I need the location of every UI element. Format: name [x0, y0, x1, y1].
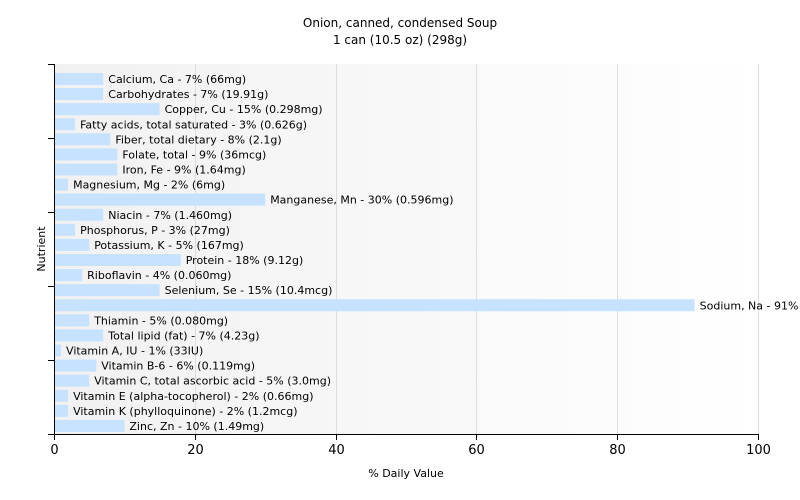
bar: [55, 73, 104, 85]
bar-label: Protein - 18% (9.12g): [186, 254, 304, 267]
bar-label: Riboflavin - 4% (0.060mg): [87, 269, 231, 282]
bar-label: Vitamin B-6 - 6% (0.119mg): [101, 360, 255, 373]
bar-label: Vitamin C, total ascorbic acid - 5% (3.0…: [94, 375, 331, 388]
bar: [55, 133, 111, 146]
x-tick-label: 40: [328, 443, 345, 458]
bars: [55, 73, 695, 432]
bar: [55, 254, 181, 266]
bar-label: Folate, total - 9% (36mcg): [122, 148, 266, 161]
bar-label: Potassium, K - 5% (167mg): [94, 239, 244, 252]
bar: [55, 163, 118, 176]
bar: [55, 103, 160, 116]
bar: [55, 193, 266, 206]
bar: [55, 329, 104, 342]
x-tick-label: 20: [187, 443, 204, 458]
bar-label: Vitamin K (phylloquinone) - 2% (1.2mcg): [73, 405, 297, 418]
bar-label: Copper, Cu - 15% (0.298mg): [165, 103, 323, 116]
bar: [55, 148, 118, 161]
bar: [55, 419, 125, 432]
bar-label: Niacin - 7% (1.460mg): [108, 209, 232, 222]
plot-area: [54, 64, 758, 434]
bar: [55, 118, 76, 131]
bar: [55, 344, 62, 357]
bar-label: Sodium, Na - 91% (2181mg): [700, 299, 800, 312]
bar: [55, 208, 104, 221]
bar-label: Thiamin - 5% (0.080mg): [93, 314, 228, 327]
bar: [55, 223, 76, 236]
bar-label: Total lipid (fat) - 7% (4.23g): [107, 329, 259, 342]
bar-label: Zinc, Zn - 10% (1.49mg): [129, 420, 264, 433]
bar-label: Carbohydrates - 7% (19.91g): [108, 88, 268, 101]
bar: [55, 238, 90, 251]
x-tick-label: 80: [609, 443, 626, 458]
bar: [55, 88, 104, 101]
x-tick-label: 100: [746, 443, 771, 458]
bar: [55, 299, 695, 312]
bar: [55, 178, 69, 191]
bar-labels: Calcium, Ca - 7% (66mg) Carbohydrates - 7…: [66, 73, 800, 433]
bar: [55, 359, 97, 372]
gridlines: [195, 64, 759, 434]
bar: [55, 374, 90, 387]
bar-label: Phosphorus, P - 3% (27mg): [80, 224, 230, 237]
chart-subtitle: 1 can (10.5 oz) (298g): [333, 33, 467, 47]
bar: [55, 284, 160, 297]
bar-label: Vitamin E (alpha-tocopherol) - 2% (0.66m…: [73, 390, 313, 403]
bar: [55, 314, 90, 327]
bar-label: Vitamin A, IU - 1% (33IU): [66, 345, 203, 358]
chart-title: Onion, canned, condensed Soup: [303, 16, 497, 30]
bar: [55, 269, 83, 282]
bar-label: Magnesium, Mg - 2% (6mg): [73, 179, 225, 192]
x-tick-label: 0: [50, 443, 58, 458]
bar: [55, 404, 69, 417]
x-tick-label: 60: [468, 443, 485, 458]
x-axis-title: % Daily Value: [368, 467, 444, 480]
bar-label: Fatty acids, total saturated - 3% (0.626…: [80, 118, 307, 131]
bar-label: Manganese, Mn - 30% (0.596mg): [270, 194, 453, 207]
bar-label: Fiber, total dietary - 8% (2.1g): [115, 133, 281, 146]
x-axis-ticks: 0 20 40 60 80 100: [50, 434, 771, 458]
axes: [48, 64, 758, 435]
bar-label: Iron, Fe - 9% (1.64mg): [122, 164, 245, 177]
bar: [55, 389, 69, 402]
bar-label: Selenium, Se - 15% (10.4mcg): [165, 284, 333, 297]
y-axis-title: Nutrient: [35, 226, 48, 272]
bar-label: Calcium, Ca - 7% (66mg): [108, 73, 246, 86]
